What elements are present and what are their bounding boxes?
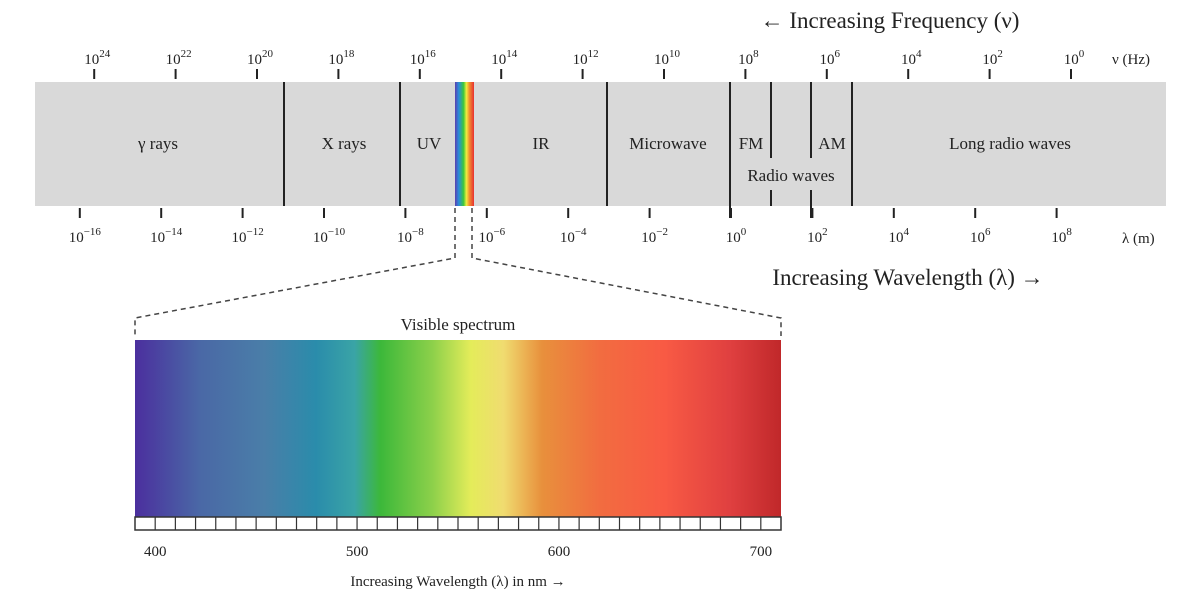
band-uv: UV	[417, 134, 442, 153]
frequency-tick-label: 1016	[410, 48, 437, 68]
frequency-tick-label: 102	[982, 48, 1003, 68]
wavelength-unit: λ (m)	[1122, 231, 1155, 247]
visible-caption: Increasing Wavelength (λ) in nm →	[350, 574, 565, 590]
frequency-tick-label: 106	[820, 48, 841, 68]
wavelength-tick-label: 100	[726, 226, 747, 246]
wavelength-tick-label: 106	[970, 226, 991, 246]
frequency-tick-label: 1012	[573, 48, 599, 68]
visible-axis: 400 500 600 700	[134, 516, 782, 560]
frequency-tick-label: 1010	[654, 48, 681, 68]
zoom-dashed-lines	[134, 208, 782, 336]
wavelength-tick-label: 104	[889, 226, 910, 246]
visible-tick-label: 500	[346, 544, 369, 560]
visible-title: Visible spectrum	[401, 315, 516, 334]
visible-spectrum	[135, 340, 781, 517]
visible-tick-label: 600	[548, 544, 571, 560]
wavelength-tick-label: 10−12	[231, 226, 263, 246]
wavelength-tick-label: 10−14	[150, 226, 183, 246]
frequency-tick-label: 1018	[328, 48, 355, 68]
band-microwave: Microwave	[629, 134, 706, 153]
wavelength-tick-label: 10−8	[397, 226, 424, 246]
wavelength-tick-label: 102	[807, 226, 828, 246]
frequency-tick-label: 1020	[247, 48, 274, 68]
band-ir: IR	[533, 134, 551, 153]
band-dividers	[283, 82, 853, 218]
wavelength-tick-label: 10−4	[560, 226, 587, 246]
wavelength-axis: 10−16 10−14 10−12 10−10 10−8 10−6 10−4 10−2 100 1…	[69, 208, 1072, 246]
visible-band-mini	[455, 82, 474, 206]
frequency-title: ← Increasing Frequency (ν)	[761, 8, 1020, 33]
frequency-tick-label: 1014	[491, 48, 518, 68]
wavelength-tick-label: 10−6	[478, 226, 505, 246]
wavelength-tick-label: 10−2	[641, 226, 668, 246]
frequency-axis: 1024 1022 1020 1018 1016 1014 1012 1010 108 106 10…	[84, 48, 1085, 79]
frequency-tick-label: 1022	[166, 48, 192, 68]
wavelength-tick-label: 10−16	[69, 226, 102, 246]
visible-tick-label: 700	[750, 544, 773, 560]
band-gamma: γ rays	[137, 134, 178, 153]
band-radio: Radio waves	[747, 166, 834, 185]
band-fm: FM	[739, 134, 764, 153]
visible-tick-label: 400	[144, 544, 167, 560]
frequency-tick-label: 108	[738, 48, 759, 68]
frequency-unit: ν (Hz)	[1112, 52, 1150, 68]
spectrum-band	[35, 82, 1166, 206]
band-long-radio: Long radio waves	[949, 134, 1071, 153]
frequency-tick-label: 104	[901, 48, 922, 68]
wavelength-title: Increasing Wavelength (λ) →	[772, 265, 1043, 290]
band-xray: X rays	[322, 134, 367, 153]
wavelength-tick-label: 108	[1051, 226, 1072, 246]
frequency-tick-label: 100	[1064, 48, 1085, 68]
frequency-tick-label: 1024	[84, 48, 111, 68]
band-am: AM	[818, 134, 845, 153]
wavelength-tick-label: 10−10	[313, 226, 346, 246]
